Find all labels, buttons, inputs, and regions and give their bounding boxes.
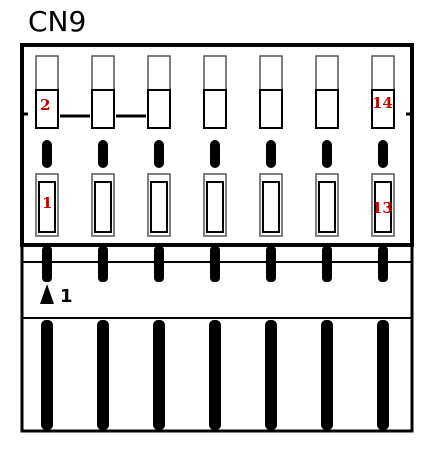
bottom-slot-inner (262, 181, 280, 233)
top-slot-inner (315, 89, 339, 129)
pin-leg (377, 320, 389, 430)
contact-oval (378, 140, 388, 168)
bottom-slot-outer (259, 173, 283, 237)
contact-oval (154, 140, 164, 168)
bottom-slot-outer (315, 173, 339, 237)
bottom-slot-outer (91, 173, 115, 237)
pin-stub (210, 246, 220, 282)
contact-oval (266, 140, 276, 168)
pin-label-top-left: 2 (40, 96, 50, 114)
bottom-slot-inner (150, 181, 168, 233)
pin-leg (153, 320, 165, 430)
pin-stub (154, 246, 164, 282)
connector-title: CN9 (28, 5, 86, 38)
bottom-slot-outer (147, 173, 171, 237)
top-slot-outer (91, 55, 115, 91)
top-slot-outer (371, 55, 395, 91)
bottom-slot-inner (374, 181, 392, 233)
top-slot-inner (203, 89, 227, 129)
bottom-slot-outer (35, 173, 59, 237)
bottom-slot-inner (318, 181, 336, 233)
pin-label-bottom-right: 13 (372, 199, 393, 217)
bottom-slot-inner (206, 181, 224, 233)
contact-oval (322, 140, 332, 168)
pin-stub (322, 246, 332, 282)
pin1-marker-label: 1 (60, 286, 73, 307)
pin-leg (41, 320, 53, 430)
pin-leg (209, 320, 221, 430)
pin-label-top-right: 14 (372, 94, 393, 112)
bottom-slot-inner (94, 181, 112, 233)
top-slot-inner (147, 89, 171, 129)
slots-layer (35, 55, 395, 430)
pin-stub (266, 246, 276, 282)
contact-oval (98, 140, 108, 168)
pin-leg (97, 320, 109, 430)
bottom-slot-outer (203, 173, 227, 237)
pin-label-bottom-left: 1 (42, 194, 52, 212)
pin1-triangle-marker (40, 284, 54, 304)
top-slot-inner (371, 89, 395, 129)
bottom-slot-inner (38, 181, 56, 233)
top-slot-inner (35, 89, 59, 129)
top-slot-inner (259, 89, 283, 129)
top-slot-outer (203, 55, 227, 91)
connector-base (20, 243, 414, 433)
top-slot-outer (147, 55, 171, 91)
pin-stub (378, 246, 388, 282)
top-slot-outer (259, 55, 283, 91)
bottom-slot-outer (371, 173, 395, 237)
pin-leg (321, 320, 333, 430)
contact-oval (42, 140, 52, 168)
pin-stub (42, 246, 52, 282)
top-slot-inner (91, 89, 115, 129)
top-slot-outer (315, 55, 339, 91)
pin-stub (98, 246, 108, 282)
top-slot-outer (35, 55, 59, 91)
contact-oval (210, 140, 220, 168)
pin-leg (265, 320, 277, 430)
